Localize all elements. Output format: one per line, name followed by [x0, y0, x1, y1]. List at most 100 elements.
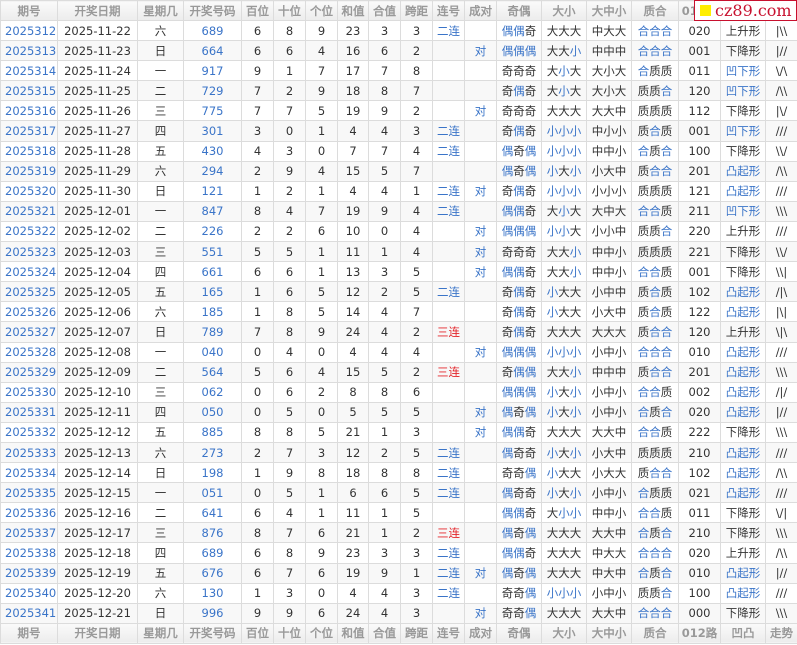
cell-mod3-route: 120 — [678, 80, 721, 102]
cell-numbers[interactable]: 130 — [183, 582, 242, 604]
footer-trend[interactable]: 走势 — [765, 622, 797, 644]
cell-issue[interactable]: 2025340 — [0, 582, 58, 604]
cell-numbers[interactable]: 294 — [183, 160, 242, 182]
footer-sum-tail[interactable]: 合值 — [368, 622, 401, 644]
cell-numbers[interactable]: 121 — [183, 180, 242, 202]
cell-numbers[interactable]: 876 — [183, 522, 242, 544]
header-sum-tail[interactable]: 合值 — [368, 0, 401, 21]
cell-issue[interactable]: 2025319 — [0, 160, 58, 182]
cell-issue[interactable]: 2025333 — [0, 441, 58, 464]
footer-sum[interactable]: 和值 — [337, 622, 369, 644]
footer-date[interactable]: 开奖日期 — [57, 622, 138, 644]
footer-issue[interactable]: 期号 — [0, 622, 58, 644]
footer-pair[interactable]: 成对 — [464, 622, 497, 644]
cell-issue[interactable]: 2025318 — [0, 140, 58, 162]
cell-numbers[interactable]: 564 — [183, 361, 242, 383]
cell-issue[interactable]: 2025335 — [0, 482, 58, 504]
cell-issue[interactable]: 2025329 — [0, 361, 58, 383]
cell-issue[interactable]: 2025314 — [0, 60, 58, 82]
cell-issue[interactable]: 2025317 — [0, 120, 58, 142]
cell-shape: 凸起形 — [720, 281, 766, 303]
attr-char: 偶 — [513, 83, 525, 98]
header-big-mid-small[interactable]: 大中小 — [586, 0, 632, 21]
cell-numbers[interactable]: 273 — [183, 441, 242, 464]
footer-units[interactable]: 个位 — [305, 622, 338, 644]
header-prime-composite[interactable]: 质合 — [631, 0, 679, 21]
cell-issue[interactable]: 2025315 — [0, 80, 58, 102]
footer-mod3-route[interactable]: 012路 — [678, 622, 721, 644]
cell-numbers[interactable]: 689 — [183, 542, 242, 564]
cell-weekday: 日 — [137, 462, 184, 484]
header-units[interactable]: 个位 — [305, 0, 338, 21]
footer-weekday[interactable]: 星期几 — [137, 622, 184, 644]
footer-consecutive[interactable]: 连号 — [432, 622, 465, 644]
attr-char: 合 — [660, 465, 673, 480]
cell-numbers[interactable]: 664 — [183, 40, 242, 62]
header-big-small[interactable]: 大小 — [541, 0, 587, 21]
cell-issue[interactable]: 2025339 — [0, 562, 58, 584]
cell-numbers[interactable]: 062 — [183, 381, 242, 403]
cell-issue[interactable]: 2025313 — [0, 40, 58, 62]
cell-numbers[interactable]: 661 — [183, 261, 242, 283]
cell-issue[interactable]: 2025330 — [0, 381, 58, 403]
header-span[interactable]: 跨距 — [400, 0, 433, 21]
cell-issue[interactable]: 2025312 — [0, 19, 58, 42]
header-tens[interactable]: 十位 — [273, 0, 306, 21]
cell-numbers[interactable]: 051 — [183, 482, 242, 504]
header-consecutive[interactable]: 连号 — [432, 0, 465, 21]
cell-numbers[interactable]: 917 — [183, 60, 242, 82]
cell-issue[interactable]: 2025323 — [0, 241, 58, 263]
cell-numbers[interactable]: 226 — [183, 220, 242, 243]
footer-span[interactable]: 跨距 — [400, 622, 433, 644]
footer-big-mid-small[interactable]: 大中小 — [586, 622, 632, 644]
footer-tens[interactable]: 十位 — [273, 622, 306, 644]
cell-numbers[interactable]: 165 — [183, 281, 242, 303]
cell-numbers[interactable]: 885 — [183, 421, 242, 443]
cell-numbers[interactable]: 430 — [183, 140, 242, 162]
footer-odd-even[interactable]: 奇偶 — [496, 622, 542, 644]
cell-numbers[interactable]: 040 — [183, 341, 242, 363]
cell-numbers[interactable]: 198 — [183, 462, 242, 484]
cell-issue[interactable]: 2025322 — [0, 220, 58, 243]
header-pair[interactable]: 成对 — [464, 0, 497, 21]
cell-numbers[interactable]: 301 — [183, 120, 242, 142]
header-date[interactable]: 开奖日期 — [57, 0, 138, 21]
cell-numbers[interactable]: 789 — [183, 321, 242, 343]
header-weekday[interactable]: 星期几 — [137, 0, 184, 21]
cell-numbers[interactable]: 775 — [183, 100, 242, 122]
cell-numbers[interactable]: 050 — [183, 401, 242, 423]
cell-numbers[interactable]: 641 — [183, 502, 242, 524]
cell-issue[interactable]: 2025338 — [0, 542, 58, 564]
cell-issue[interactable]: 2025334 — [0, 462, 58, 484]
header-numbers[interactable]: 开奖号码 — [183, 0, 242, 21]
cell-issue[interactable]: 2025341 — [0, 602, 58, 624]
cell-issue[interactable]: 2025324 — [0, 261, 58, 283]
cell-issue[interactable]: 2025320 — [0, 180, 58, 202]
cell-numbers[interactable]: 847 — [183, 200, 242, 222]
cell-issue[interactable]: 2025327 — [0, 321, 58, 343]
footer-big-small[interactable]: 大小 — [541, 622, 587, 644]
cell-numbers[interactable]: 729 — [183, 80, 242, 102]
header-issue[interactable]: 期号 — [0, 0, 58, 21]
cell-issue[interactable]: 2025321 — [0, 200, 58, 222]
cell-issue[interactable]: 2025328 — [0, 341, 58, 363]
cell-numbers[interactable]: 676 — [183, 562, 242, 584]
cell-issue[interactable]: 2025336 — [0, 502, 58, 524]
cell-numbers[interactable]: 689 — [183, 19, 242, 42]
footer-shape[interactable]: 凹凸 — [720, 622, 766, 644]
header-odd-even[interactable]: 奇偶 — [496, 0, 542, 21]
cell-numbers[interactable]: 996 — [183, 602, 242, 624]
cell-numbers[interactable]: 185 — [183, 301, 242, 323]
cell-numbers[interactable]: 551 — [183, 241, 242, 263]
header-hundreds[interactable]: 百位 — [241, 0, 274, 21]
header-sum[interactable]: 和值 — [337, 0, 369, 21]
footer-numbers[interactable]: 开奖号码 — [183, 622, 242, 644]
footer-hundreds[interactable]: 百位 — [241, 622, 274, 644]
cell-issue[interactable]: 2025332 — [0, 421, 58, 443]
footer-prime-composite[interactable]: 质合 — [631, 622, 679, 644]
cell-issue[interactable]: 2025326 — [0, 301, 58, 323]
cell-issue[interactable]: 2025325 — [0, 281, 58, 303]
cell-issue[interactable]: 2025331 — [0, 401, 58, 423]
cell-issue[interactable]: 2025316 — [0, 100, 58, 122]
cell-issue[interactable]: 2025337 — [0, 522, 58, 544]
